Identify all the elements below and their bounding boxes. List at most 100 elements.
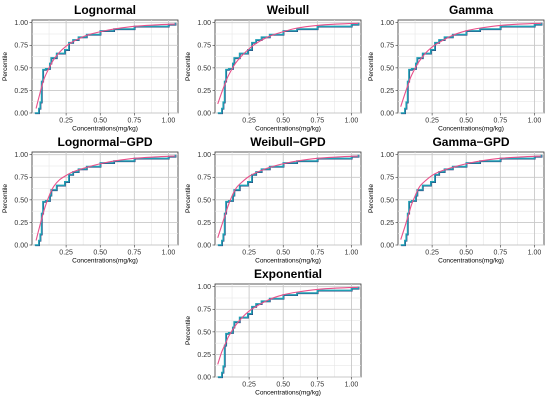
y-tick-label: 1.00 <box>380 152 394 159</box>
x-tick-label: 1.00 <box>162 250 176 257</box>
x-axis-label: Concentrations(mg/kg) <box>72 258 138 265</box>
x-tick-label: 1.00 <box>528 250 542 257</box>
x-axis-label: Concentrations(mg/kg) <box>255 126 321 133</box>
x-tick-label: 0.25 <box>242 118 256 125</box>
x-axis-label: Concentrations(mg/kg) <box>72 126 138 133</box>
x-tick-label: 0.50 <box>276 118 290 125</box>
y-axis-label: Percentile <box>185 316 192 345</box>
plot-area <box>214 19 362 114</box>
plot-area <box>214 283 362 378</box>
grid <box>32 152 178 246</box>
panel-lognormal: 0.00 0.25 0.50 0.75 1.00 0.25 0.50 0.75 1.00 Logn… <box>2 3 179 133</box>
y-axis-label: Percentile <box>2 52 9 81</box>
fitted-cdf-line <box>217 286 359 365</box>
fitted-cdf-line <box>35 155 176 241</box>
y-tick-label: 0.25 <box>380 220 394 227</box>
y-tick-label: 1.00 <box>197 20 211 27</box>
y-tick-label: 0.75 <box>380 175 394 182</box>
y-tick-label: 0.25 <box>197 88 211 95</box>
y-tick-label: 0.00 <box>14 242 28 249</box>
grid <box>398 20 544 114</box>
x-tick-label: 0.50 <box>93 118 107 125</box>
fitted-cdf-line <box>400 155 542 240</box>
fitted-cdf-line <box>35 23 176 109</box>
x-axis-label: Concentrations(mg/kg) <box>438 258 504 265</box>
x-axis-label: Concentrations(mg/kg) <box>438 126 504 133</box>
panel-gamma-gpd: 0.00 0.25 0.50 0.75 1.00 0.25 0.50 0.75 1.00 Gamm… <box>368 135 545 265</box>
x-tick-label: 1.00 <box>345 382 359 389</box>
y-tick-label: 0.25 <box>380 88 394 95</box>
x-tick-label: 0.25 <box>242 250 256 257</box>
y-tick-label: 0.50 <box>197 65 211 72</box>
y-tick-label: 0.00 <box>14 110 28 117</box>
y-tick-label: 0.75 <box>14 175 28 182</box>
y-tick-label: 0.25 <box>197 352 211 359</box>
fitted-cdf-line <box>400 22 542 107</box>
grid <box>32 20 178 114</box>
y-tick-label: 0.50 <box>14 65 28 72</box>
y-tick-label: 1.00 <box>14 152 28 159</box>
x-tick-label: 0.75 <box>311 250 325 257</box>
panel-gamma: 0.00 0.25 0.50 0.75 1.00 0.25 0.50 0.75 1.00 Gamm… <box>368 3 545 133</box>
y-axis-label: Percentile <box>2 184 9 213</box>
y-tick-label: 0.75 <box>14 43 28 50</box>
y-axis-label: Percentile <box>185 184 192 213</box>
x-tick-label: 0.75 <box>311 382 325 389</box>
x-tick-label: 0.75 <box>128 250 142 257</box>
y-tick-label: 0.75 <box>197 307 211 314</box>
x-tick-label: 0.25 <box>59 118 73 125</box>
x-tick-label: 0.25 <box>425 250 439 257</box>
y-tick-label: 0.50 <box>380 197 394 204</box>
x-tick-label: 1.00 <box>345 250 359 257</box>
y-tick-label: 1.00 <box>14 20 28 27</box>
panel-title: Lognormal−GPD <box>57 135 152 149</box>
plot-area <box>397 19 545 114</box>
panel-title: Gamma−GPD <box>432 135 509 149</box>
x-tick-label: 0.75 <box>494 250 508 257</box>
x-axis-label: Concentrations(mg/kg) <box>255 390 321 397</box>
y-tick-label: 0.00 <box>380 242 394 249</box>
x-tick-label: 0.50 <box>93 250 107 257</box>
panel-weibull: 0.00 0.25 0.50 0.75 1.00 0.25 0.50 0.75 1.00 Weib… <box>185 3 362 133</box>
panel-title: Weibull <box>267 3 309 17</box>
y-tick-label: 0.75 <box>197 175 211 182</box>
y-tick-label: 0.25 <box>197 220 211 227</box>
panel-exponential: 0.00 0.25 0.50 0.75 1.00 0.25 0.50 0.75 1.00 Expo… <box>185 267 362 397</box>
y-tick-label: 0.50 <box>14 197 28 204</box>
x-tick-label: 0.25 <box>59 250 73 257</box>
x-tick-label: 0.25 <box>242 382 256 389</box>
x-tick-label: 0.50 <box>276 382 290 389</box>
x-tick-label: 0.25 <box>425 118 439 125</box>
empirical-step-line <box>400 22 543 114</box>
y-tick-label: 1.00 <box>197 284 211 291</box>
panel-title: Weibull−GPD <box>250 135 326 149</box>
plot-area <box>31 19 179 114</box>
plot-area <box>397 151 545 246</box>
plot-area <box>214 151 362 246</box>
y-tick-label: 0.00 <box>197 110 211 117</box>
fitted-cdf-line <box>217 22 359 105</box>
x-tick-label: 1.00 <box>345 118 359 125</box>
x-tick-label: 0.75 <box>494 118 508 125</box>
y-tick-label: 0.50 <box>197 197 211 204</box>
panel-weibull-gpd: 0.00 0.25 0.50 0.75 1.00 0.25 0.50 0.75 1.00 Weib… <box>185 135 362 265</box>
x-axis-label: Concentrations(mg/kg) <box>255 258 321 265</box>
y-tick-label: 0.75 <box>197 43 211 50</box>
y-axis-label: Percentile <box>368 52 375 81</box>
y-tick-label: 0.00 <box>197 374 211 381</box>
panel-title: Exponential <box>254 267 322 281</box>
x-tick-label: 0.50 <box>459 250 473 257</box>
x-tick-label: 0.75 <box>128 118 142 125</box>
x-tick-label: 1.00 <box>528 118 542 125</box>
x-tick-label: 1.00 <box>162 118 176 125</box>
panel-lognormal-gpd: 0.00 0.25 0.50 0.75 1.00 0.25 0.50 0.75 1.00 Logn… <box>2 135 179 265</box>
y-tick-label: 0.50 <box>380 65 394 72</box>
x-tick-label: 0.50 <box>276 250 290 257</box>
y-tick-label: 0.50 <box>197 329 211 336</box>
fitted-cdf-line <box>217 155 359 238</box>
panel-title: Gamma <box>449 3 493 17</box>
y-axis-label: Percentile <box>185 52 192 81</box>
grid <box>215 152 361 246</box>
panel-title: Lognormal <box>74 3 136 17</box>
